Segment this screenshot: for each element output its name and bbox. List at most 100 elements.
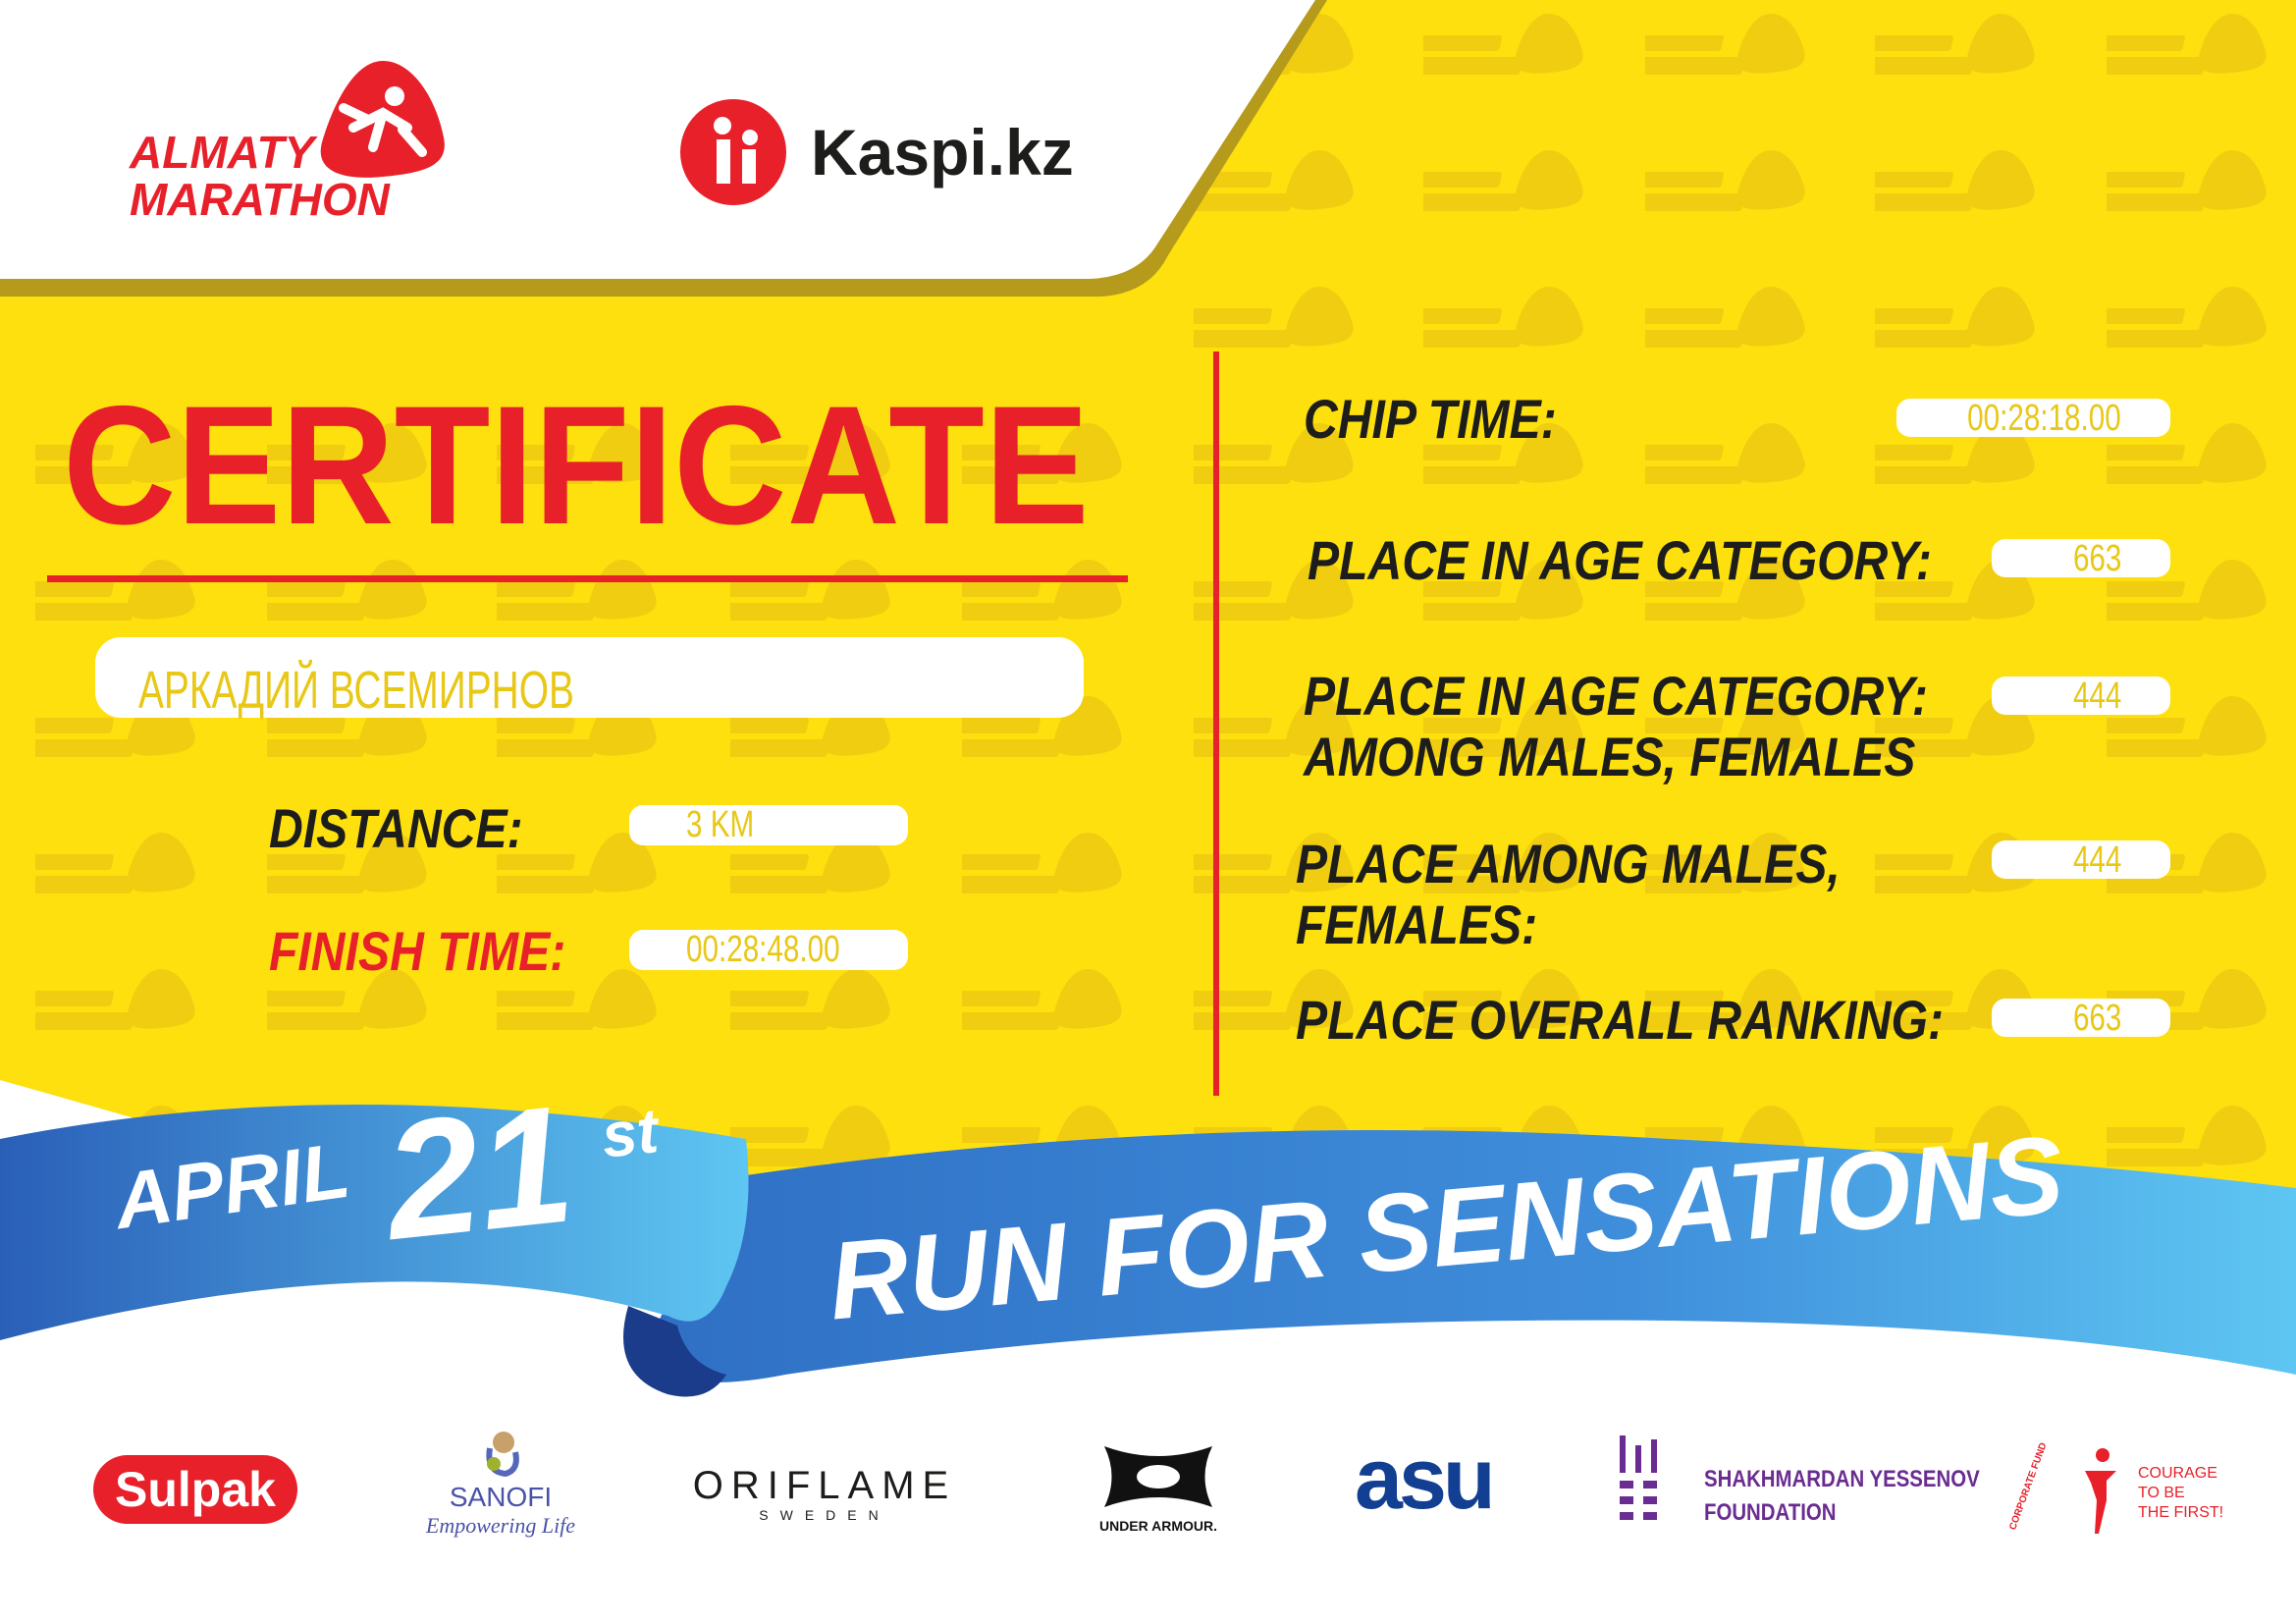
chip-time-field: 00:28:18.00 — [1896, 398, 2170, 439]
age-place-field: 663 — [1992, 538, 2170, 579]
watermark-tile — [1645, 287, 1805, 348]
watermark-tile — [1645, 560, 1805, 621]
watermark-tile — [1875, 14, 2035, 75]
distance-label: DISTANCE: — [269, 797, 523, 859]
age-gender-label-1: PLACE IN AGE CATEGORY: — [1304, 665, 1928, 727]
chip-time-value: 00:28:18.00 — [1967, 398, 2121, 439]
gender-place-label-2: FEMALES: — [1296, 893, 1538, 955]
age-gender-place-field: 444 — [1992, 676, 2170, 717]
courage-text-1: COURAGE — [2138, 1465, 2217, 1482]
watermark-tile — [267, 423, 427, 484]
watermark-tile — [35, 423, 195, 484]
kaspi-text: Kaspi.kz — [811, 116, 1074, 189]
age-gender-label-2: AMONG MALES, FEMALES — [1304, 726, 1916, 787]
overall-place-field: 663 — [1992, 998, 2170, 1039]
watermark-tile — [1423, 423, 1583, 484]
runner-icon — [320, 61, 445, 178]
logo-text-1: ALMATY — [130, 127, 315, 178]
vertical-divider — [1213, 352, 1219, 1096]
gender-place-value: 444 — [2072, 839, 2121, 881]
sanofi-tagline: Empowering Life — [425, 1513, 576, 1538]
watermark-tile — [1875, 287, 2035, 348]
watermark-tile — [730, 423, 890, 484]
watermark-tile — [497, 969, 657, 1030]
watermark-tile — [1423, 560, 1583, 621]
watermark-tile — [730, 833, 890, 893]
sponsor-sulpak-logo: Sulpak — [93, 1455, 297, 1524]
courage-runner-icon — [2085, 1448, 2116, 1534]
watermark-tile — [730, 969, 890, 1030]
kaspi-icon — [680, 99, 786, 205]
watermark-tile — [1194, 423, 1354, 484]
watermark-tile — [1645, 14, 1805, 75]
watermark-tile — [1423, 696, 1583, 757]
watermark-tile — [35, 560, 195, 621]
sanofi-bird-icon — [486, 1432, 519, 1478]
watermark-tile — [35, 833, 195, 893]
watermark-tile — [1423, 150, 1583, 211]
age-place-value: 663 — [2072, 538, 2121, 579]
under-armour-text: UNDER ARMOUR. — [1098, 1518, 1218, 1534]
watermark-tile — [1194, 560, 1354, 621]
watermark-pattern — [35, 14, 2267, 1166]
gender-place-label-1: PLACE AMONG MALES, — [1296, 833, 1841, 894]
watermark-tile — [267, 969, 427, 1030]
participant-name-field: АРКАДИЙ ВСЕМИРНОВ — [95, 637, 1084, 720]
sponsor-asu-logo: asu — [1355, 1430, 1496, 1527]
watermark-tile — [2107, 150, 2267, 211]
distance-value: 3 KM — [686, 804, 755, 845]
watermark-tile — [2107, 696, 2267, 757]
watermark-tile — [35, 969, 195, 1030]
courage-text-3: THE FIRST! — [2138, 1504, 2224, 1521]
watermark-tile — [2107, 423, 2267, 484]
age-place-label: PLACE IN AGE CATEGORY: — [1308, 529, 1932, 591]
sponsor-under-armour-logo: UNDER ARMOUR. — [1075, 1441, 1242, 1535]
oriflame-text: ORIFLAME — [692, 1464, 957, 1507]
watermark-tile — [1645, 833, 1805, 893]
watermark-tile — [1645, 969, 1805, 1030]
watermark-tile — [497, 560, 657, 621]
sponsor-sanofi-logo: SANOFI Empowering Life — [422, 1429, 579, 1540]
courage-text-2: TO BE — [2138, 1485, 2185, 1501]
watermark-tile — [1875, 150, 2035, 211]
watermark-tile — [2107, 1106, 2267, 1166]
header-panel — [0, 0, 1327, 297]
watermark-tile — [497, 833, 657, 893]
watermark-tile — [497, 423, 657, 484]
watermark-tile — [2107, 287, 2267, 348]
watermark-tile — [1875, 423, 2035, 484]
overall-place-label: PLACE OVERALL RANKING: — [1296, 989, 1944, 1051]
watermark-tile — [1645, 150, 1805, 211]
certificate-title: CERTIFICATE — [63, 371, 1090, 560]
watermark-tile — [2107, 560, 2267, 621]
watermark-tile — [2107, 14, 2267, 75]
logo-text-2: MARATHON — [130, 174, 390, 225]
age-gender-place-value: 444 — [2072, 676, 2121, 717]
watermark-tile — [962, 969, 1122, 1030]
yessenov-text-1: SHAKHMARDAN YESSENOV — [1704, 1466, 1980, 1492]
sponsor-courage-fund-logo: CORPORATE FUND COURAGE TO BE THE FIRST! — [2007, 1441, 2228, 1540]
watermark-tile — [962, 833, 1122, 893]
title-underline — [47, 575, 1128, 582]
yessenov-icon — [1620, 1435, 1657, 1520]
distance-value-field: 3 KM — [629, 805, 908, 845]
watermark-tile — [1423, 14, 1583, 75]
almaty-marathon-logo: ALMATY MARATHON — [128, 59, 461, 236]
watermark-tile — [962, 560, 1122, 621]
watermark-tile — [267, 560, 427, 621]
ribbon-banner — [0, 1080, 2296, 1624]
watermark-tile — [1645, 696, 1805, 757]
watermark-tile — [1194, 833, 1354, 893]
watermark-tile — [1194, 287, 1354, 348]
finish-time-field: 00:28:48.00 — [629, 930, 908, 970]
under-armour-icon — [1104, 1446, 1212, 1507]
watermark-tile — [1423, 287, 1583, 348]
sponsor-oriflame-logo: ORIFLAME SWEDEN — [692, 1465, 957, 1524]
yessenov-text-2: FOUNDATION — [1704, 1499, 1837, 1526]
watermark-tile — [962, 423, 1122, 484]
chip-time-label: CHIP TIME: — [1304, 388, 1557, 450]
overall-place-value: 663 — [2072, 998, 2121, 1039]
ribbon-day-suffix: st — [598, 1095, 662, 1171]
watermark-tile — [1645, 423, 1805, 484]
watermark-tile — [267, 833, 427, 893]
